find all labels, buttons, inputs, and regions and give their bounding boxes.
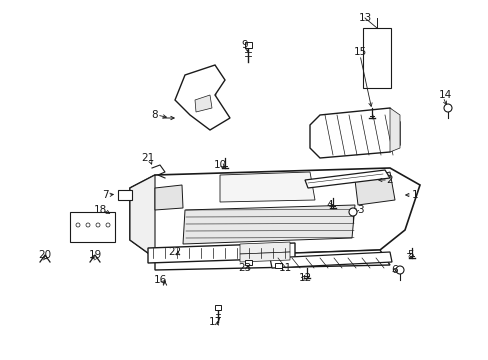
Bar [244, 260, 251, 265]
Text: 22: 22 [168, 247, 181, 257]
Text: 15: 15 [353, 47, 366, 57]
Text: 10: 10 [213, 160, 226, 170]
Text: 18: 18 [93, 205, 106, 215]
Text: 17: 17 [208, 317, 221, 327]
Text: 8: 8 [151, 110, 158, 120]
Polygon shape [269, 252, 391, 268]
Text: 3: 3 [356, 205, 363, 215]
Bar [215, 305, 221, 310]
Text: 12: 12 [298, 273, 311, 283]
Circle shape [395, 266, 403, 274]
Polygon shape [155, 185, 183, 210]
Circle shape [348, 208, 356, 216]
Bar [244, 42, 251, 48]
Bar [118, 190, 132, 200]
Circle shape [86, 223, 90, 227]
Text: 1: 1 [411, 190, 417, 200]
Text: 2: 2 [386, 175, 392, 185]
Circle shape [106, 223, 110, 227]
Text: 21: 21 [141, 153, 154, 163]
Polygon shape [240, 242, 289, 254]
Text: 13: 13 [358, 13, 371, 23]
Text: 6: 6 [391, 265, 398, 275]
Polygon shape [354, 172, 394, 205]
Circle shape [76, 223, 80, 227]
Text: 9: 9 [241, 40, 248, 50]
Polygon shape [220, 172, 314, 202]
Text: 23: 23 [238, 263, 251, 273]
Polygon shape [148, 243, 294, 263]
Circle shape [96, 223, 100, 227]
Text: 19: 19 [88, 250, 102, 260]
Polygon shape [183, 205, 354, 244]
Text: 7: 7 [102, 190, 108, 200]
Text: 16: 16 [153, 275, 166, 285]
Text: 5: 5 [406, 250, 412, 260]
Text: 20: 20 [39, 250, 51, 260]
Bar [70, 212, 115, 242]
Polygon shape [195, 95, 212, 112]
Text: 4: 4 [326, 200, 333, 210]
Polygon shape [155, 250, 389, 270]
Polygon shape [130, 168, 419, 258]
Text: 11: 11 [278, 263, 291, 273]
Bar [274, 262, 281, 267]
Polygon shape [130, 175, 155, 258]
Polygon shape [240, 252, 289, 262]
Polygon shape [389, 108, 399, 152]
Polygon shape [309, 108, 399, 158]
Bar [362, 28, 390, 88]
Text: 14: 14 [437, 90, 451, 100]
Polygon shape [175, 65, 229, 130]
Circle shape [443, 104, 451, 112]
Polygon shape [305, 170, 389, 188]
